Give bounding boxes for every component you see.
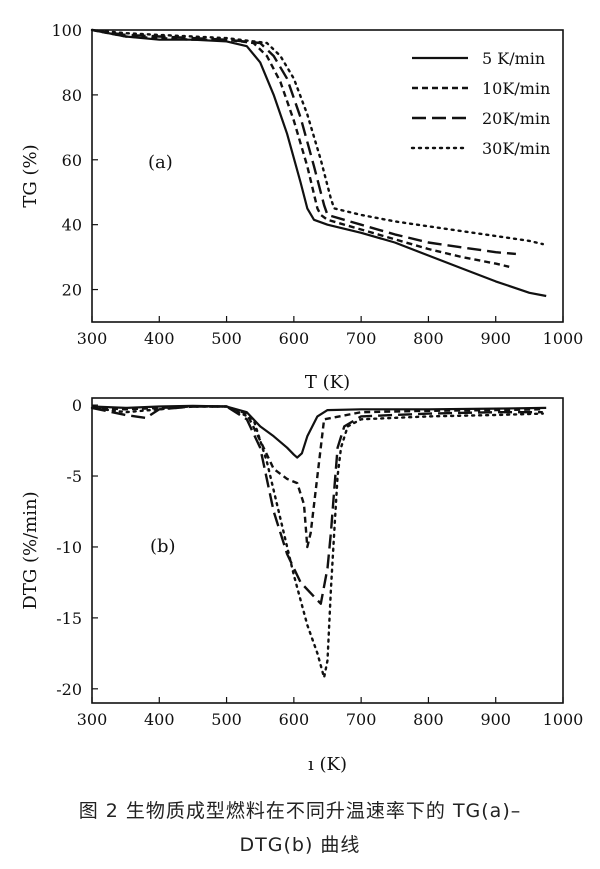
x-tick-label: 1000 — [543, 710, 584, 729]
series-line-4 — [90, 28, 544, 246]
tg-panel: 300 400 500 600 700 800 900 1000 20 40 60 80 100 T (K… — [20, 21, 583, 393]
series-line-2 — [91, 28, 510, 268]
y-tick-label: -20 — [56, 680, 82, 699]
x-tick-label: 500 — [211, 710, 242, 729]
x-tick-label: 400 — [144, 710, 175, 729]
series-line-4 — [90, 405, 544, 679]
y-axis-label: TG (%) — [20, 144, 41, 207]
series-line-3 — [91, 28, 517, 256]
x-tick-label: 600 — [279, 329, 310, 348]
legend-label-1: 5 K/min — [482, 49, 545, 68]
x-tick-label: 800 — [413, 710, 444, 729]
figure-caption-line2: DTG(b) 曲线 — [239, 834, 361, 856]
x-tick-label: 400 — [144, 329, 175, 348]
x-tick-label: 500 — [211, 329, 242, 348]
y-axis-label: DTG (%/min) — [20, 491, 41, 609]
x-tick-label: 900 — [480, 710, 511, 729]
y-tick-label: 20 — [62, 281, 82, 300]
x-tick-label: 800 — [413, 329, 444, 348]
panel-label: (a) — [148, 152, 173, 173]
series-line-3 — [91, 405, 543, 605]
legend: 5 K/min 10K/min 20K/min 30K/min — [410, 49, 550, 158]
x-tick-label: 700 — [346, 329, 377, 348]
dtg-panel: 300 400 500 600 700 800 900 1000 0 -5 -10 -15 -20 ı (… — [20, 396, 583, 775]
y-tick-label: 40 — [62, 216, 82, 235]
figure-caption-line1: 图 2 生物质成型燃料在不同升温速率下的 TG(a)– — [78, 800, 522, 822]
x-tick-label: 1000 — [543, 329, 584, 348]
legend-label-2: 10K/min — [482, 79, 550, 98]
legend-label-3: 20K/min — [482, 109, 550, 128]
y-tick-label: 0 — [72, 396, 82, 415]
x-tick-label: 600 — [279, 710, 310, 729]
x-axis-label: T (K) — [305, 372, 350, 393]
y-tick-label: -5 — [66, 467, 82, 486]
legend-label-4: 30K/min — [482, 139, 550, 158]
x-tick-label: 300 — [77, 329, 108, 348]
x-axis-label: ı (K) — [308, 754, 347, 775]
plot-frame — [91, 397, 564, 704]
y-tick-label: 80 — [62, 86, 82, 105]
series-line-2 — [91, 405, 543, 549]
x-tick-label: 300 — [77, 710, 108, 729]
y-tick-label: 60 — [62, 151, 82, 170]
y-tick-label: 100 — [51, 21, 82, 40]
series-line-1 — [91, 28, 547, 298]
x-tick-label: 700 — [346, 710, 377, 729]
plot-frame — [91, 29, 564, 323]
y-tick-label: -15 — [56, 609, 82, 628]
panel-label: (b) — [150, 536, 176, 557]
y-tick-label: -10 — [56, 538, 82, 557]
x-tick-label: 900 — [480, 329, 511, 348]
